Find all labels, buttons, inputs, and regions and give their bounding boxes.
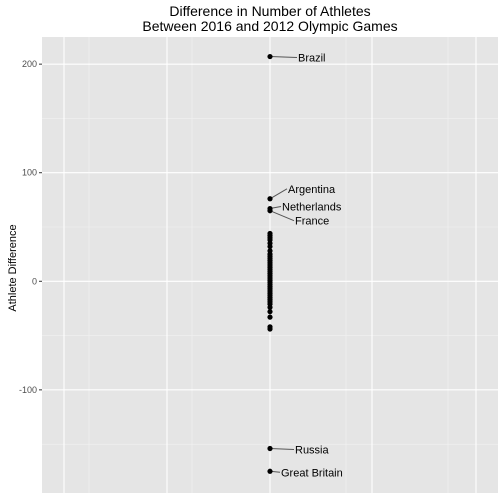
data-point <box>267 326 273 332</box>
annotation-leader-line <box>269 210 295 222</box>
y-tick-label: 100 <box>22 168 37 178</box>
y-tick-label: 0 <box>32 276 37 286</box>
chart-title-line-1: Difference in Number of Athletes <box>169 3 370 19</box>
data-point <box>267 445 273 452</box>
y-axis-label: Athlete Difference <box>7 224 19 311</box>
annotation-label: Argentina <box>288 184 336 196</box>
annotation-leader-line <box>269 447 295 450</box>
data-points <box>267 53 273 474</box>
annotation-leader-line <box>269 56 298 59</box>
y-tick-label: 200 <box>22 59 37 69</box>
annotation-label: Great Britain <box>281 467 343 479</box>
annotation-label: Russia <box>295 444 330 456</box>
data-point <box>267 309 273 315</box>
data-point <box>267 53 273 60</box>
data-point <box>267 196 273 202</box>
y-tick-label: -100 <box>19 385 37 395</box>
chart-title: Difference in Number of Athletes Between… <box>142 3 397 34</box>
data-point <box>267 243 273 250</box>
data-point <box>267 304 273 310</box>
annotation-labels: Brazil Argentina Netherlands France Russia Gr… <box>281 53 343 480</box>
y-axis-ticks: 200 100 0 -100 <box>19 59 42 395</box>
data-point <box>267 468 273 474</box>
data-point <box>267 208 273 214</box>
data-point <box>267 314 273 320</box>
annotation-label: France <box>295 216 329 228</box>
annotation-label: Netherlands <box>282 202 342 214</box>
annotation-leader-line <box>269 188 288 200</box>
chart-title-line-2: Between 2016 and 2012 Olympic Games <box>142 18 397 34</box>
annotation-label: Brazil <box>298 53 326 65</box>
